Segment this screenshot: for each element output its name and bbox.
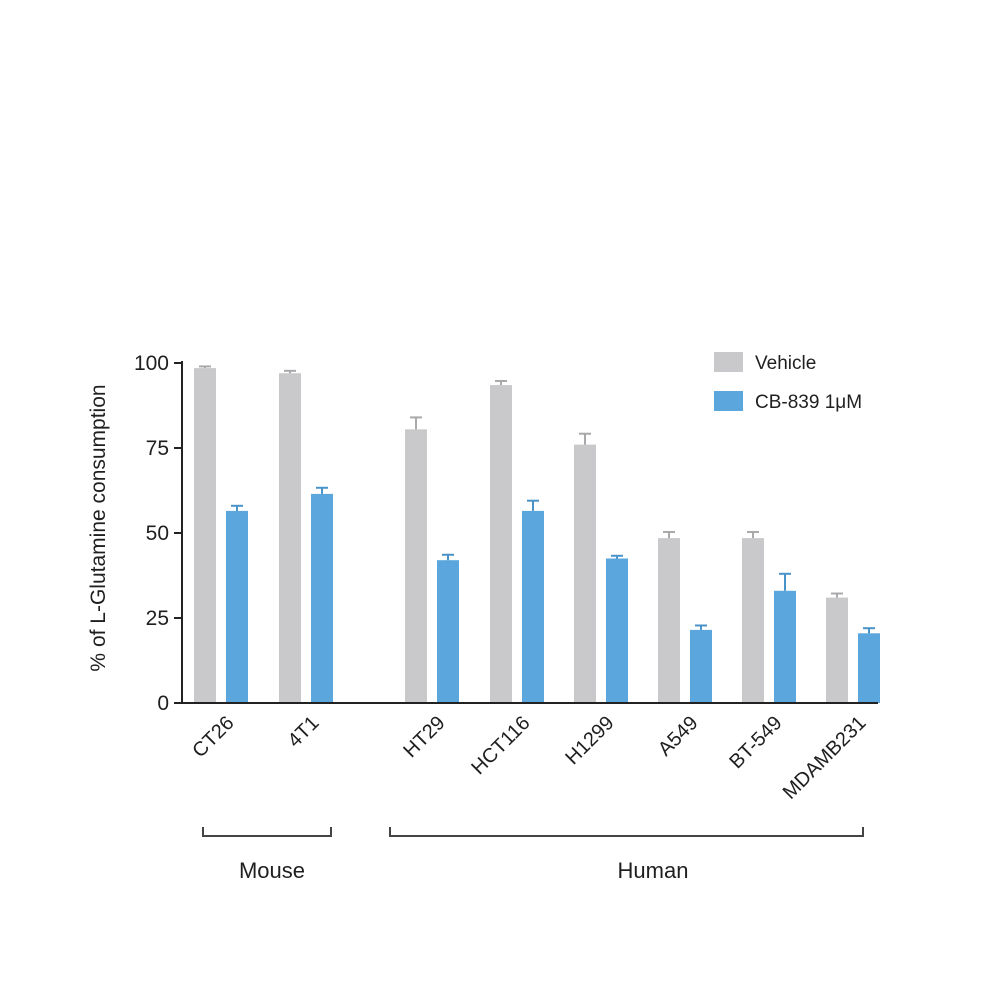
bar — [774, 590, 796, 703]
x-tick-label: 4T1 — [284, 712, 324, 752]
legend-swatch — [714, 352, 743, 372]
y-tick-label: 0 — [157, 692, 169, 715]
x-tick-label: HCT116 — [467, 712, 534, 779]
y-tick-label: 25 — [146, 607, 169, 630]
bar — [522, 510, 544, 703]
bar — [742, 538, 764, 703]
legend-label: CB-839 1μM — [755, 392, 862, 413]
y-tick-label: 100 — [134, 352, 169, 375]
x-tick-label: HT29 — [399, 712, 449, 762]
x-tick-label: BT-549 — [725, 712, 786, 773]
bar — [658, 538, 680, 703]
y-tick-label: 50 — [146, 522, 169, 545]
bar — [279, 373, 301, 703]
x-tick-label: H1299 — [561, 712, 618, 769]
group-bracket — [202, 827, 332, 837]
group-bracket — [389, 827, 864, 837]
bar — [690, 629, 712, 703]
y-tick-label: 75 — [146, 437, 169, 460]
bar — [574, 444, 596, 703]
legend-label: Vehicle — [755, 353, 816, 374]
group-label: Human — [618, 858, 689, 883]
legend: Vehicle CB-839 1μM — [714, 352, 862, 413]
y-axis-label: % of L-Glutamine consumption — [87, 384, 110, 671]
legend-swatch — [714, 391, 743, 411]
bar — [311, 493, 333, 703]
bar — [194, 368, 216, 703]
bar — [606, 558, 628, 703]
x-tick-label: A549 — [654, 712, 703, 761]
group-label: Mouse — [239, 858, 305, 883]
bar — [490, 385, 512, 703]
bar — [858, 633, 880, 703]
plot-area: 0 25 50 75 100 CT26 4T1 HT29 HCT116 H1299 A549 BT-5… — [134, 352, 880, 804]
group-brackets: Mouse Human — [202, 827, 864, 883]
x-tick-label: CT26 — [188, 712, 238, 762]
bar — [826, 597, 848, 703]
bar — [437, 560, 459, 703]
bar — [226, 510, 248, 703]
x-tick-label: MDAMB231 — [779, 712, 871, 804]
bar — [405, 429, 427, 703]
